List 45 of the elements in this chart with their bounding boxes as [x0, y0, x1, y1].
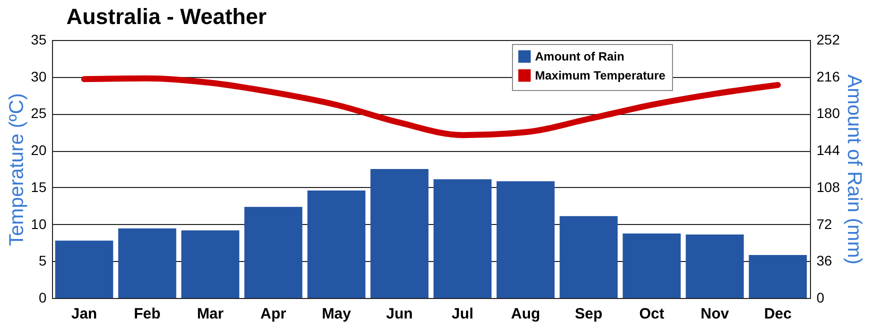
x-tick-label: Mar [196, 306, 224, 322]
y-tick-label: 10 [30, 216, 47, 232]
x-tick-label: Apr [260, 306, 286, 322]
x-tick-label: Jun [386, 306, 413, 322]
chart-title: Australia - Weather [66, 4, 267, 29]
x-tick-label: Dec [764, 306, 792, 322]
y2-tick-label: 252 [816, 32, 840, 48]
bar [307, 190, 366, 298]
y2-axis-title: Amount of Rain (mm) [842, 74, 865, 265]
y2-tick-label: 216 [816, 68, 840, 84]
bar [118, 228, 176, 298]
y2-tick-label: 144 [816, 142, 840, 158]
y-axis-title: Temperature (ºC) [6, 93, 28, 246]
y-tick-label: 5 [38, 252, 47, 269]
x-tick-label: May [322, 306, 352, 322]
bar [370, 169, 428, 298]
bar [622, 234, 681, 298]
y-tick-label: 35 [30, 32, 47, 48]
y-tick-label: 25 [30, 105, 47, 122]
x-tick-label: Oct [639, 306, 664, 322]
bar [496, 181, 555, 298]
y2-tick-label: 0 [816, 290, 824, 306]
legend-label: Amount of Rain [535, 50, 624, 64]
bar [748, 255, 807, 298]
y2-tick-label: 108 [816, 178, 840, 195]
legend-label: Maximum Temperature [535, 68, 666, 82]
y-tick-label: 15 [30, 178, 47, 195]
bar [686, 234, 744, 298]
x-tick-label: Jul [452, 306, 474, 322]
x-tick-label: Aug [511, 306, 540, 322]
bar [181, 230, 240, 298]
y-tick-label: 20 [30, 142, 47, 158]
y2-tick-label: 180 [816, 105, 840, 122]
y-tick-label: 30 [30, 68, 47, 84]
x-tick-label: Nov [700, 306, 730, 322]
y2-tick-label: 36 [816, 252, 832, 269]
x-tick-label: Jan [71, 306, 98, 322]
x-tick-label: Feb [134, 306, 161, 322]
y2-tick-label: 72 [816, 216, 832, 232]
bar [55, 240, 114, 298]
bar [244, 206, 302, 298]
bar [560, 216, 618, 298]
y-tick-label: 0 [38, 290, 47, 306]
bar [434, 179, 492, 298]
x-tick-label: Sep [574, 306, 602, 322]
